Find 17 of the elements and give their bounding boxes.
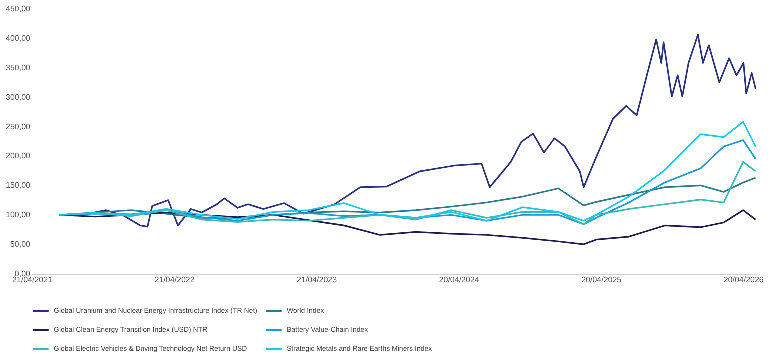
y-tick-label: 250,00 bbox=[6, 122, 32, 132]
x-tick-label: 21/04/2022 bbox=[154, 276, 196, 284]
x-tick-label: 21/04/2023 bbox=[297, 276, 338, 284]
y-tick-label: 0,00 bbox=[14, 270, 32, 278]
x-tick-label: 20/04/2024 bbox=[439, 276, 480, 284]
y-tick-label: 350,00 bbox=[6, 63, 32, 72]
y-tick-label: 450,00 bbox=[6, 4, 32, 14]
x-tick-label: 20/04/2025 bbox=[582, 276, 622, 284]
y-tick-label: 50,00 bbox=[10, 240, 32, 250]
y-tick-label: 200,00 bbox=[6, 152, 32, 161]
y-tick-label: 150,00 bbox=[6, 181, 32, 190]
x-tick-label: 20/04/2026 bbox=[724, 276, 764, 284]
x-tick-label: 21/04/2021 bbox=[12, 276, 54, 284]
y-tick-label: 400,00 bbox=[6, 34, 32, 43]
y-tick-label: 300,00 bbox=[6, 92, 32, 102]
line-series bbox=[58, 121, 757, 222]
y-tick-label: 100,00 bbox=[6, 210, 32, 220]
